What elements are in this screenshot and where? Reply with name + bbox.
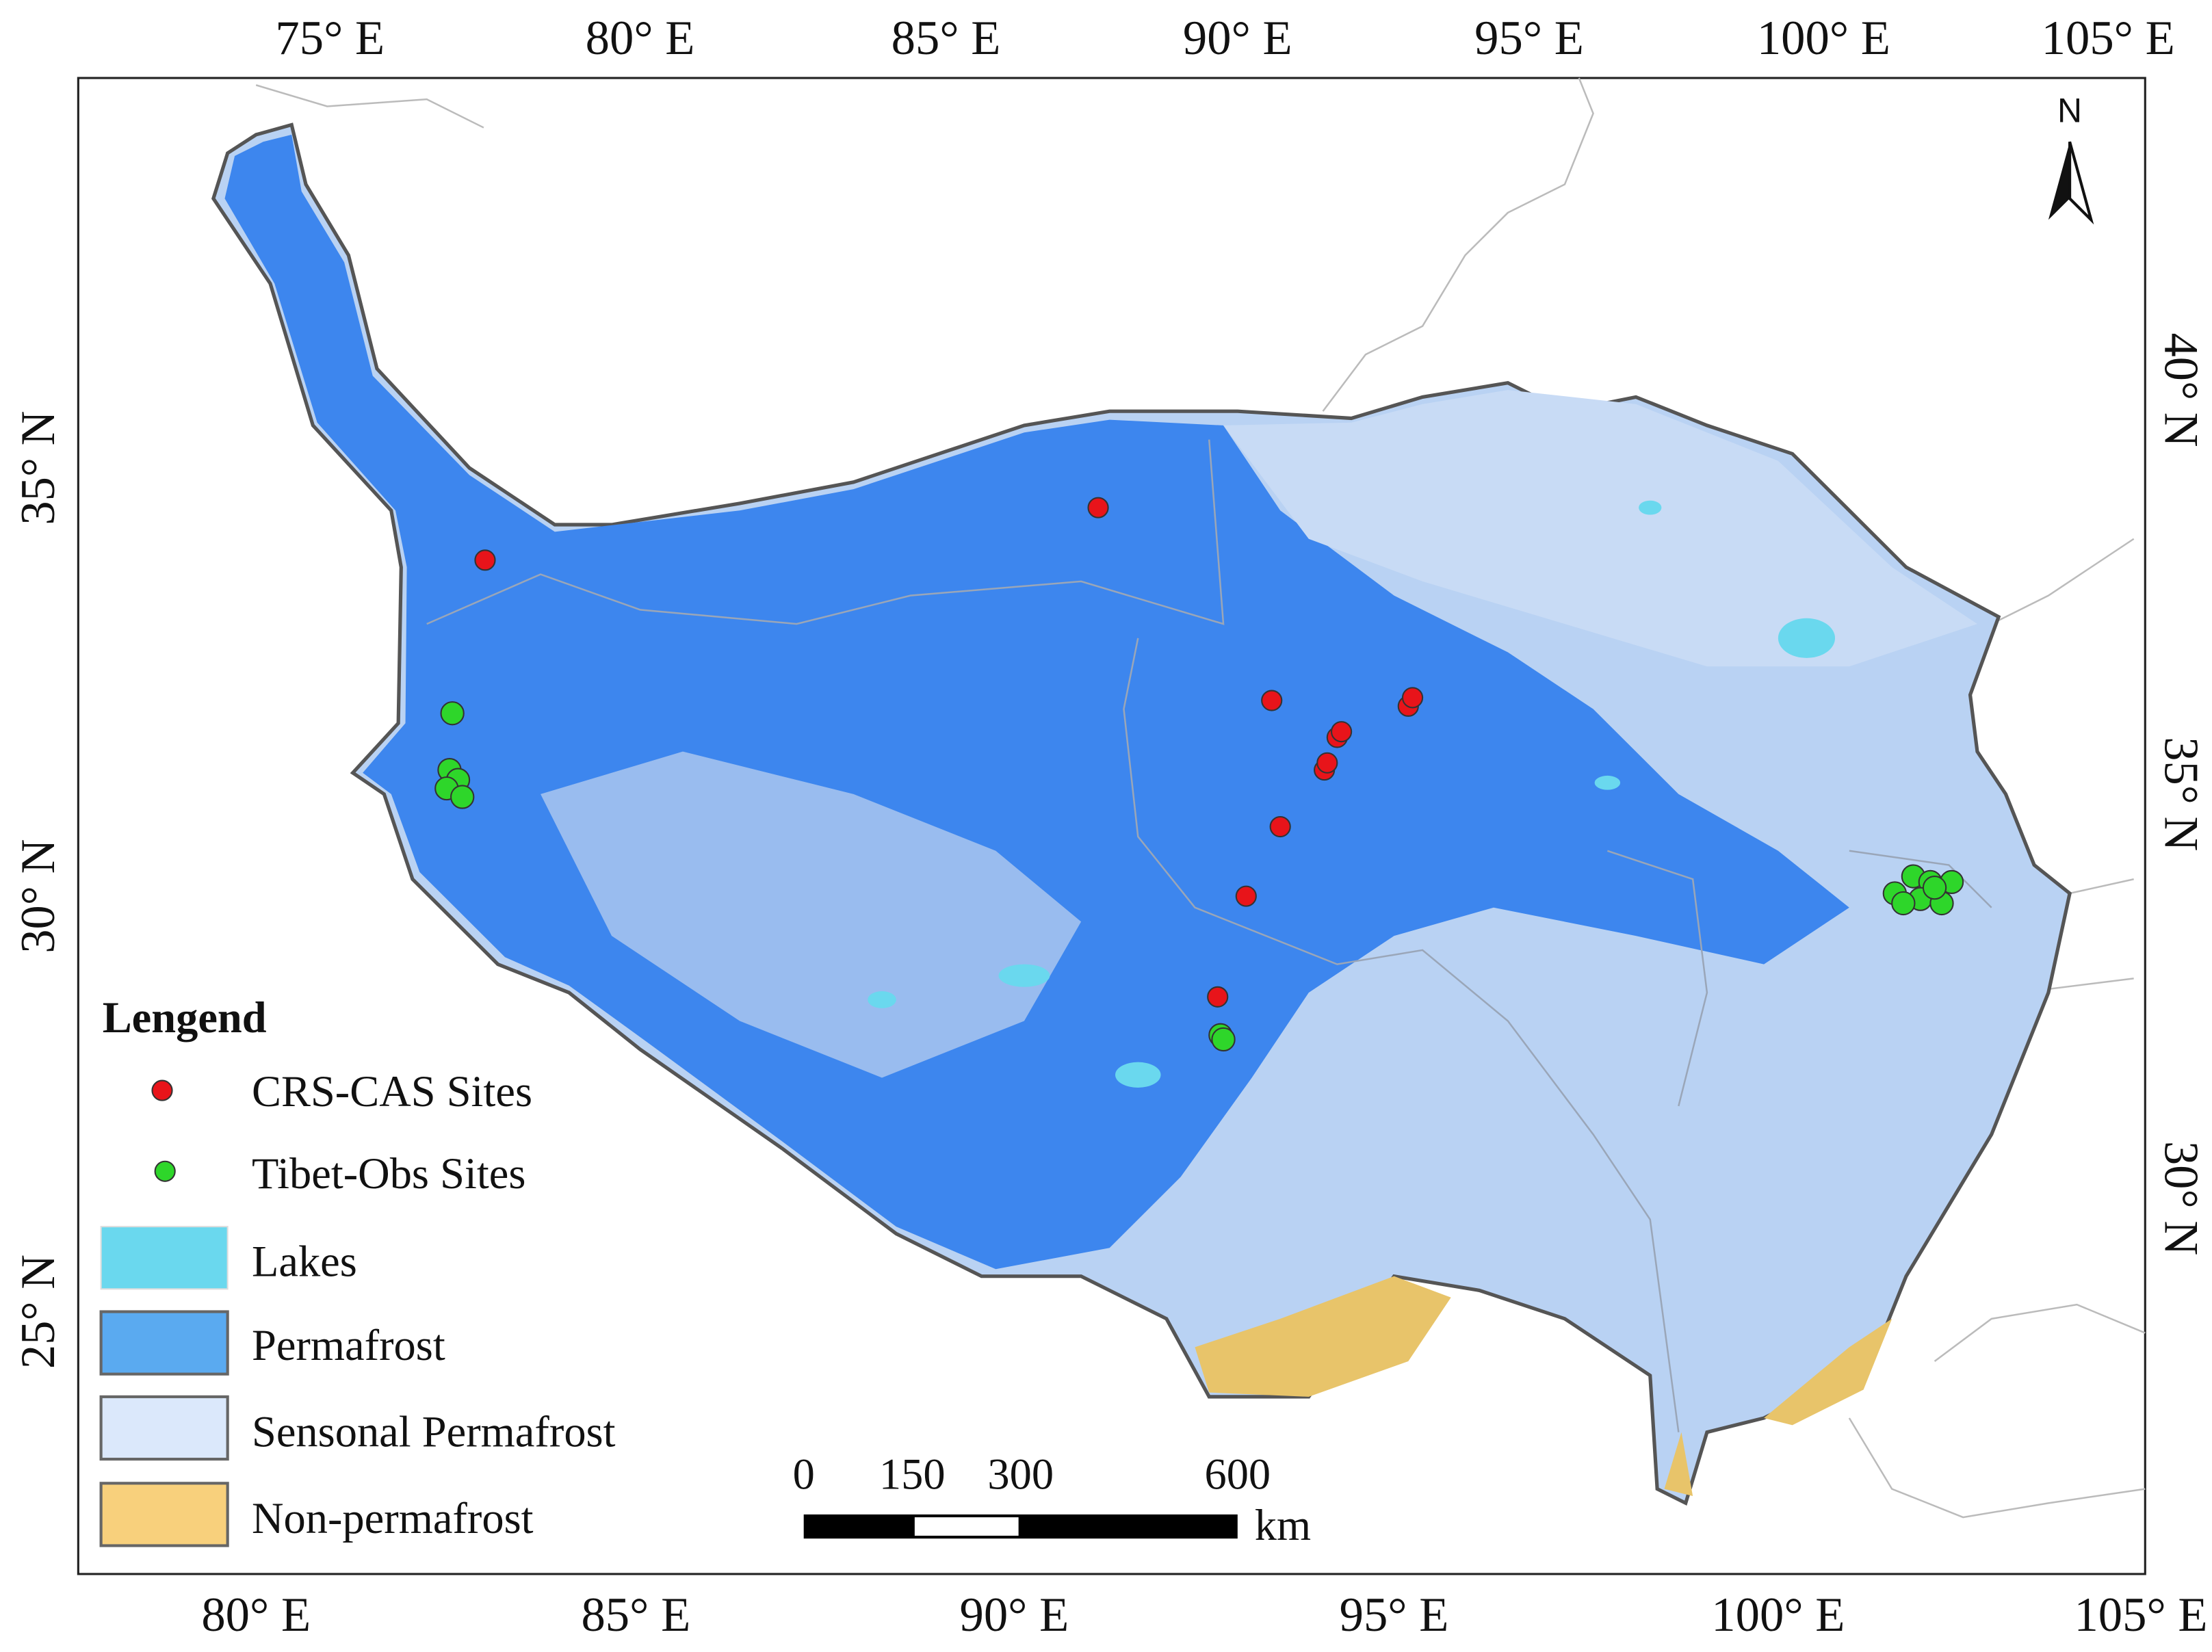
scale-bar (803, 1514, 1238, 1539)
seasonal-north (1223, 390, 1977, 667)
left-lat-label: 35° N (12, 410, 65, 525)
right-lat-label: 35° N (2154, 737, 2207, 851)
crs-cas-sites (474, 497, 1424, 1008)
legend-label: CRS-CAS Sites (252, 1067, 532, 1116)
legend: Lengend (99, 993, 267, 1547)
bottom-lon-label: 85° E (581, 1588, 690, 1642)
tibet-obs-sites (434, 701, 1964, 1052)
permafrost-region (224, 134, 1849, 1270)
scale-unit: km (1255, 1501, 1311, 1549)
legend-label: Lakes (252, 1237, 357, 1286)
top-lon-label: 100° E (1757, 12, 1890, 65)
bottom-lon-label: 80° E (201, 1588, 311, 1642)
top-lon-label: 75° E (275, 12, 385, 65)
left-lat-label: 30° N (12, 839, 65, 954)
north-arrow: N (2048, 91, 2094, 225)
bottom-lon-label: 100° E (1711, 1588, 1845, 1642)
left-lat-label: 25° N (12, 1255, 65, 1369)
seasonal-patch (541, 751, 1082, 1078)
non-permafrost-region (1195, 1276, 1892, 1496)
legend-label: Non-permafrost (252, 1494, 534, 1543)
top-lon-label: 85° E (892, 12, 1001, 65)
right-lat-label: 30° N (2154, 1141, 2207, 1255)
bottom-lon-label: 105° E (2074, 1588, 2207, 1642)
scale-tick-label: 300 (987, 1450, 1054, 1499)
legend-title: Lengend (103, 993, 267, 1042)
top-lon-label: 90° E (1183, 12, 1292, 65)
bottom-lon-label: 90° E (959, 1588, 1069, 1642)
legend-label: Permafrost (252, 1321, 445, 1369)
scale-tick-label: 600 (1204, 1450, 1271, 1499)
background-borders (255, 77, 2146, 1519)
bottom-lon-label: 95° E (1340, 1588, 1449, 1642)
legend-label: Sensonal Permafrost (252, 1408, 616, 1456)
top-lon-label: 105° E (2042, 12, 2175, 65)
lakes (868, 500, 1836, 1088)
scale-tick-label: 150 (879, 1450, 946, 1499)
scale-tick-label: 0 (793, 1450, 815, 1499)
top-lon-label: 80° E (586, 12, 695, 65)
right-lat-label: 40° N (2154, 332, 2207, 447)
legend-label: Tibet-Obs Sites (252, 1149, 525, 1198)
north-label: N (2057, 91, 2082, 129)
province-borders (426, 439, 1992, 1432)
top-lon-label: 95° E (1474, 12, 1584, 65)
